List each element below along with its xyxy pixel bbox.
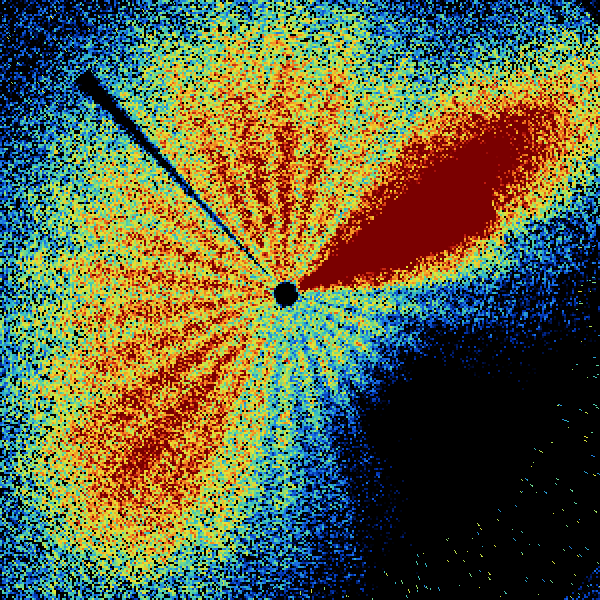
- radial-intensity-heatmap: [0, 0, 600, 600]
- visualization-root: [0, 0, 600, 600]
